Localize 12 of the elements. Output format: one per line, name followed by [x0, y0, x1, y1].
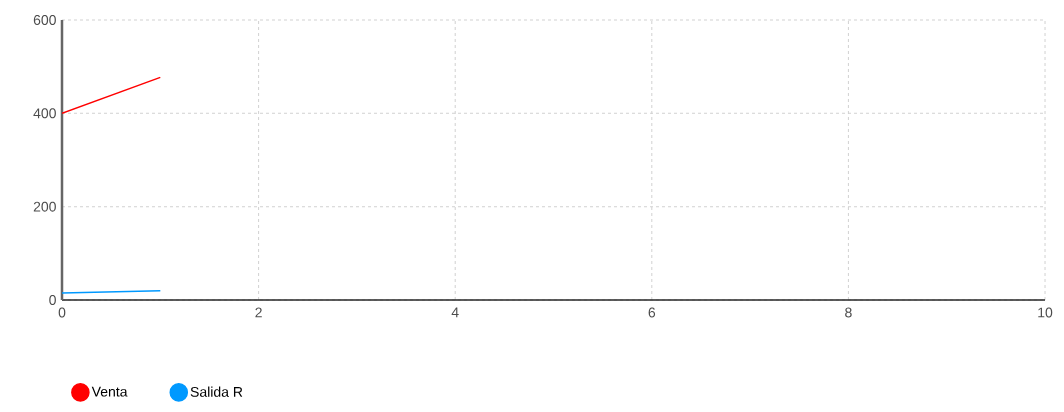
legend-label: Salida R — [190, 386, 243, 397]
legend-label: Venta — [91, 386, 128, 397]
x-tick-label: 8 — [845, 307, 852, 318]
y-tick-label: 200 — [33, 201, 56, 212]
y-tick-label: 0 — [49, 295, 56, 305]
x-tick-label: 6 — [648, 307, 656, 318]
x-tick-label: 0 — [58, 307, 66, 318]
x-tick-label: 4 — [451, 307, 459, 318]
x-tick-label: 10 — [1038, 307, 1053, 318]
x-tick-label: 2 — [255, 307, 262, 318]
y-tick-label: 400 — [33, 108, 56, 119]
y-tick-label: 600 — [33, 15, 56, 25]
